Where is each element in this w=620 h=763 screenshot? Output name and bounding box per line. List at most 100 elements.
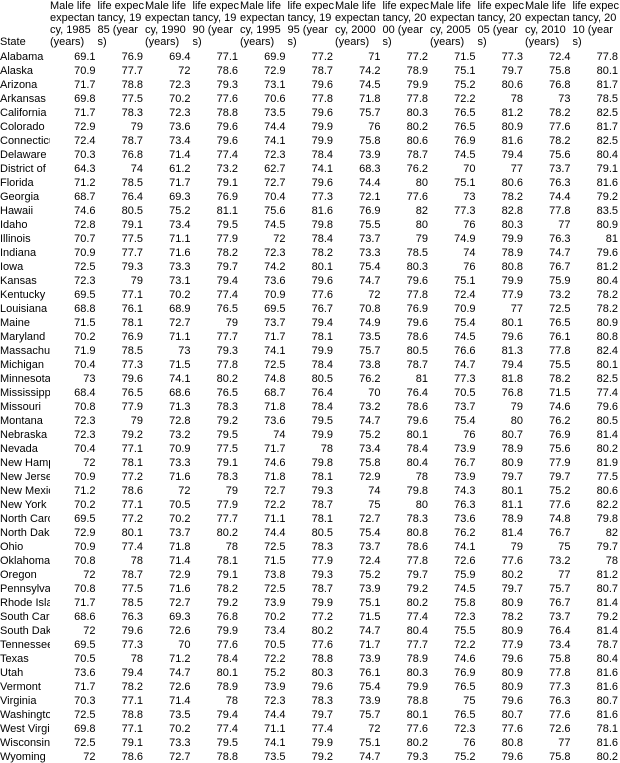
value-cell: 72.2 — [430, 91, 478, 105]
state-cell: Missouri — [0, 399, 50, 413]
value-cell: 74.7 — [145, 665, 193, 679]
value-cell: 80.2 — [573, 441, 620, 455]
value-cell: 72.4 — [335, 553, 383, 567]
value-cell: 74.7 — [335, 623, 383, 637]
value-cell: 76.2 — [525, 413, 573, 427]
value-cell: 81.6 — [573, 707, 620, 721]
value-cell: 71.6 — [145, 245, 193, 259]
value-cell: 70.2 — [240, 609, 288, 623]
state-cell: Ohio — [0, 539, 50, 553]
value-cell: 79.3 — [288, 567, 336, 581]
value-cell: 78.1 — [98, 315, 146, 329]
value-cell: 79.6 — [288, 105, 336, 119]
state-cell: Wisconsin — [0, 735, 50, 749]
value-cell: 72.5 — [50, 259, 98, 273]
state-cell: North Dakota — [0, 525, 50, 539]
state-cell: Arkansas — [0, 91, 50, 105]
state-cell: Georgia — [0, 189, 50, 203]
value-cell: 78.4 — [288, 357, 336, 371]
value-cell: 72.3 — [50, 413, 98, 427]
value-cell: 72.9 — [335, 469, 383, 483]
value-cell: 72 — [50, 623, 98, 637]
table-row: Missouri70.877.971.378.371.878.473.278.6… — [0, 399, 620, 413]
value-cell: 80.5 — [98, 203, 146, 217]
state-cell: Maryland — [0, 329, 50, 343]
value-cell: 71.6 — [145, 581, 193, 595]
value-cell: 77.4 — [193, 147, 241, 161]
value-cell: 77.8 — [525, 203, 573, 217]
value-cell: 79.7 — [478, 469, 526, 483]
value-cell: 81.1 — [193, 203, 241, 217]
value-cell: 76 — [335, 119, 383, 133]
value-cell: 77.4 — [193, 721, 241, 735]
value-cell: 69.5 — [50, 637, 98, 651]
value-cell: 75.9 — [525, 273, 573, 287]
value-cell: 79.1 — [573, 161, 620, 175]
value-cell: 72 — [240, 231, 288, 245]
value-cell: 70.8 — [50, 581, 98, 595]
life-expectancy-table: State Male life expectancy, 1985 (years)… — [0, 0, 620, 763]
value-cell: 70.2 — [145, 287, 193, 301]
value-cell: 78.7 — [98, 567, 146, 581]
value-cell: 75.9 — [430, 567, 478, 581]
value-cell: 70.2 — [50, 497, 98, 511]
value-cell: 72.3 — [430, 721, 478, 735]
value-cell: 71.3 — [145, 399, 193, 413]
value-cell: 78.1 — [98, 455, 146, 469]
value-cell: 77.2 — [98, 469, 146, 483]
value-cell: 77.4 — [98, 539, 146, 553]
value-cell: 77.2 — [288, 49, 336, 63]
value-cell: 76.7 — [288, 301, 336, 315]
value-cell: 73.6 — [50, 665, 98, 679]
value-cell: 77.7 — [193, 329, 241, 343]
value-cell: 78.8 — [98, 707, 146, 721]
value-cell: 79.9 — [288, 133, 336, 147]
value-cell: 75.7 — [335, 343, 383, 357]
value-cell: 70.4 — [50, 441, 98, 455]
col-header-m1990: Male life expectancy, 1990 (years) — [145, 0, 193, 49]
value-cell: 76.2 — [335, 371, 383, 385]
table-row: North Dakota72.980.173.780.274.480.575.4… — [0, 525, 620, 539]
value-cell: 78.3 — [288, 539, 336, 553]
value-cell: 81.4 — [478, 525, 526, 539]
table-row: New Mexico71.278.6727972.779.37479.874.3… — [0, 483, 620, 497]
value-cell: 78.2 — [288, 245, 336, 259]
table-row: North Carolina69.577.270.277.771.178.172… — [0, 511, 620, 525]
value-cell: 75 — [430, 693, 478, 707]
value-cell: 74.7 — [430, 357, 478, 371]
value-cell: 77.6 — [288, 287, 336, 301]
value-cell: 78.9 — [383, 63, 431, 77]
value-cell: 75.8 — [430, 595, 478, 609]
value-cell: 73.4 — [240, 623, 288, 637]
value-cell: 76.9 — [98, 329, 146, 343]
value-cell: 71.1 — [240, 721, 288, 735]
value-cell: 78.9 — [383, 651, 431, 665]
state-cell: Montana — [0, 413, 50, 427]
value-cell: 81.6 — [573, 175, 620, 189]
value-cell: 79 — [98, 413, 146, 427]
value-cell: 80.3 — [383, 665, 431, 679]
value-cell: 75.1 — [430, 63, 478, 77]
value-cell: 74.6 — [240, 455, 288, 469]
value-cell: 81.6 — [573, 735, 620, 749]
value-cell: 73.7 — [430, 399, 478, 413]
value-cell: 80.2 — [383, 735, 431, 749]
table-row: Arkansas69.877.570.277.670.677.871.877.8… — [0, 91, 620, 105]
value-cell: 80.3 — [383, 105, 431, 119]
value-cell: 70.9 — [50, 245, 98, 259]
value-cell: 78.7 — [288, 497, 336, 511]
value-cell: 76.5 — [98, 385, 146, 399]
value-cell: 70.6 — [240, 91, 288, 105]
state-cell: Vermont — [0, 679, 50, 693]
value-cell: 75.7 — [335, 707, 383, 721]
value-cell: 75.4 — [335, 525, 383, 539]
value-cell: 75 — [525, 539, 573, 553]
value-cell: 71.7 — [50, 595, 98, 609]
value-cell: 73.8 — [335, 357, 383, 371]
value-cell: 80.7 — [573, 693, 620, 707]
value-cell: 82.8 — [478, 203, 526, 217]
col-header-f1985: life expectancy, 1985 (years) — [98, 0, 146, 49]
value-cell: 83.5 — [573, 203, 620, 217]
value-cell: 68.4 — [50, 385, 98, 399]
value-cell: 76 — [430, 217, 478, 231]
